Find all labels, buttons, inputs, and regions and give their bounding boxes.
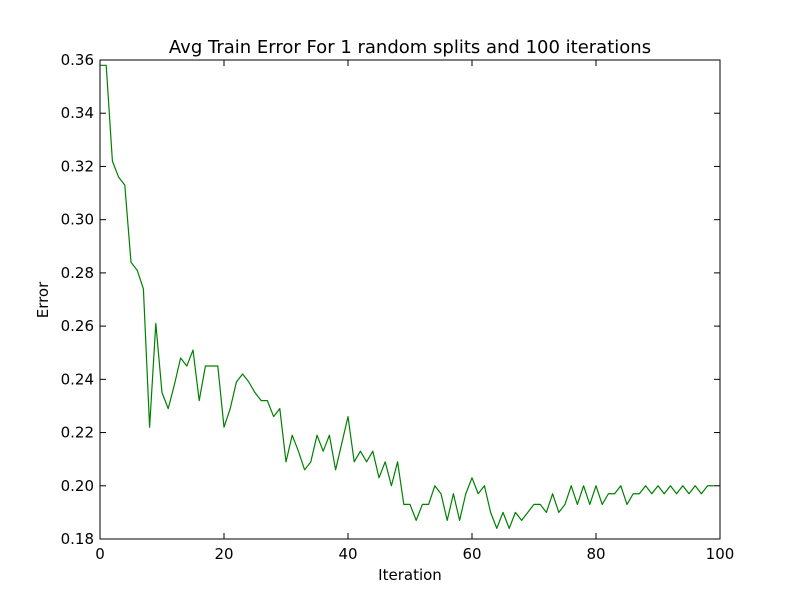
y-tick-label: 0.20 [61, 477, 94, 495]
y-tick-label: 0.30 [61, 211, 94, 229]
plot-frame [99, 59, 721, 540]
x-tick-label: 0 [95, 545, 105, 563]
x-tick-label: 60 [462, 545, 481, 563]
series-line [100, 64, 714, 529]
y-tick-label: 0.28 [61, 264, 94, 282]
x-axis-label: Iteration [378, 566, 442, 584]
y-tick-label: 0.22 [61, 424, 94, 442]
y-axis-label: Error [34, 281, 52, 318]
x-tick-label: 100 [706, 545, 735, 563]
y-tick-label: 0.32 [61, 157, 94, 175]
plot-area [100, 64, 714, 529]
chart-title: Avg Train Error For 1 random splits and … [169, 37, 651, 58]
tick-labels: 0 20 40 60 80 100 0.18 0.20 0.22 0.24 0.26 0.28 0.30… [61, 51, 735, 563]
axis-ticks [99, 59, 721, 540]
y-tick-label: 0.26 [61, 317, 94, 335]
x-tick-label: 40 [338, 545, 357, 563]
y-tick-label: 0.18 [61, 530, 94, 548]
y-tick-label: 0.24 [61, 370, 94, 388]
x-tick-label: 20 [214, 545, 233, 563]
x-tick-label: 80 [586, 545, 605, 563]
y-tick-label: 0.36 [61, 51, 94, 69]
y-tick-label: 0.34 [61, 104, 94, 122]
